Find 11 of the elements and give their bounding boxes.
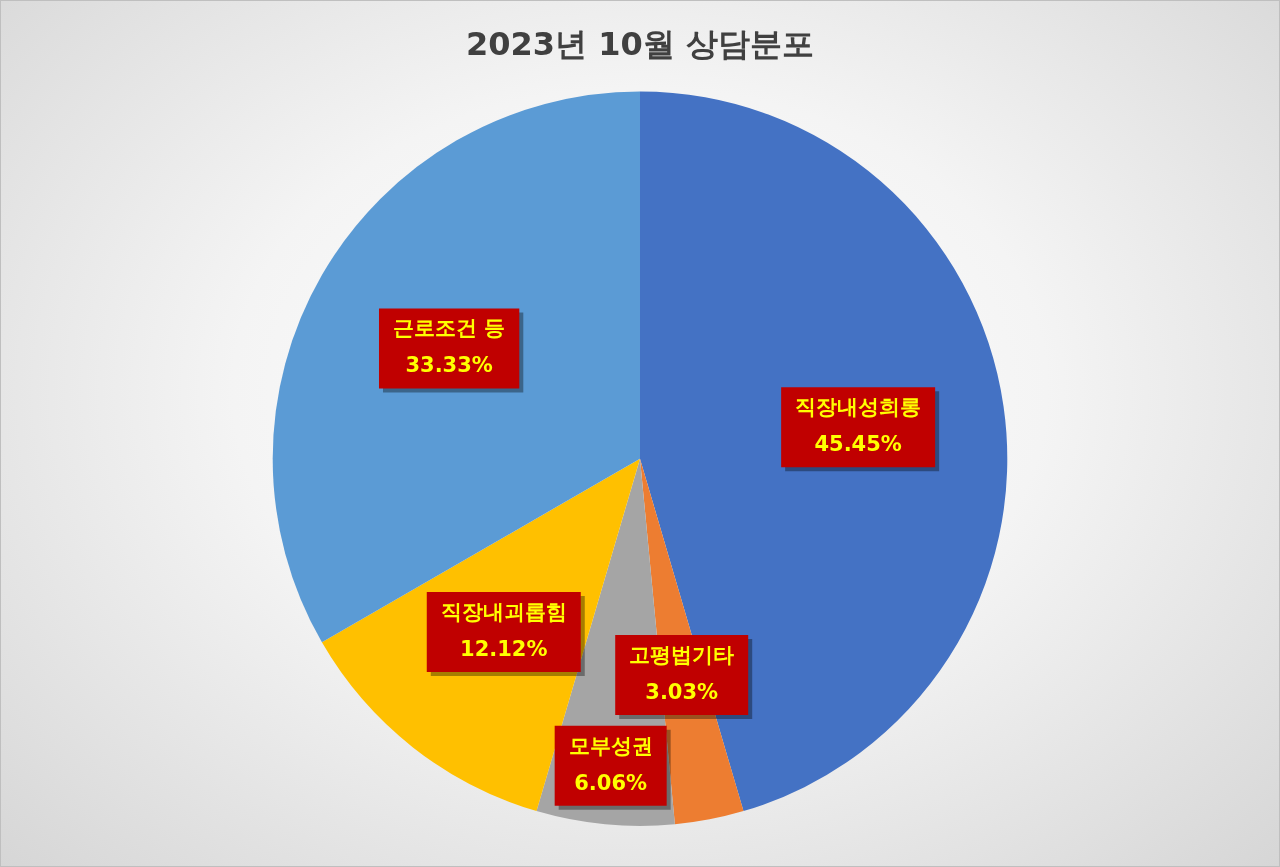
slice-label: 모부성권 [568, 733, 653, 758]
chart-title: 2023년 10월 상담분포 [466, 24, 814, 63]
data-label: 33.33% [405, 353, 493, 378]
data-label: 12.12% [460, 636, 548, 661]
slice-label: 직장내성희롱 [795, 395, 922, 420]
data-label: 6.06% [574, 770, 648, 795]
data-label: 45.45% [814, 432, 902, 457]
slice-label: 고평법기타 [629, 643, 735, 668]
data-label: 3.03% [645, 680, 719, 705]
slice-label: 근로조건 등 [392, 316, 506, 341]
slice-label: 직장내괴롭힘 [440, 599, 567, 624]
